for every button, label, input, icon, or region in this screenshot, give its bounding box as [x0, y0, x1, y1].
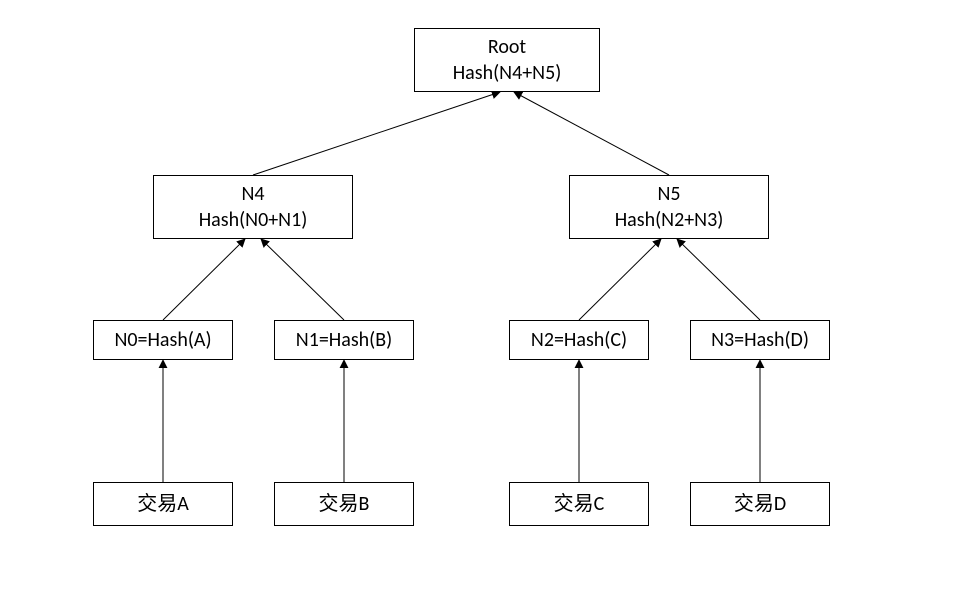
node-n5: N5Hash(N2+N3): [569, 175, 769, 239]
node-n5-line: Hash(N2+N3): [615, 207, 724, 233]
node-n1: N1=Hash(B): [274, 320, 414, 360]
node-n0: N0=Hash(A): [93, 320, 233, 360]
node-tc: 交易C: [509, 482, 649, 526]
node-td-line: 交易D: [734, 491, 786, 517]
node-td: 交易D: [690, 482, 830, 526]
node-root-line: Hash(N4+N5): [453, 60, 562, 86]
node-n2-line: N2=Hash(C): [531, 327, 627, 353]
node-n0-line: N0=Hash(A): [114, 327, 211, 353]
node-ta-line: 交易A: [137, 491, 189, 517]
node-n4: N4Hash(N0+N1): [153, 175, 353, 239]
node-n4-line: Hash(N0+N1): [199, 207, 308, 233]
node-tb-line: 交易B: [319, 491, 370, 517]
node-n3: N3=Hash(D): [690, 320, 830, 360]
node-tc-line: 交易C: [554, 491, 605, 517]
node-tb: 交易B: [274, 482, 414, 526]
node-ta: 交易A: [93, 482, 233, 526]
node-n3-line: N3=Hash(D): [711, 327, 809, 353]
edge-n0-n4: [163, 239, 245, 320]
edge-n1-n4: [261, 239, 344, 320]
edge-n3-n5: [677, 239, 760, 320]
node-root-line: Root: [488, 34, 526, 60]
edge-n5-root: [514, 92, 669, 175]
edge-n4-root: [253, 92, 500, 175]
node-n4-line: N4: [241, 181, 264, 207]
node-root: RootHash(N4+N5): [414, 28, 600, 92]
edge-n2-n5: [579, 239, 661, 320]
node-n5-line: N5: [657, 181, 680, 207]
node-n1-line: N1=Hash(B): [296, 327, 392, 353]
node-n2: N2=Hash(C): [509, 320, 649, 360]
